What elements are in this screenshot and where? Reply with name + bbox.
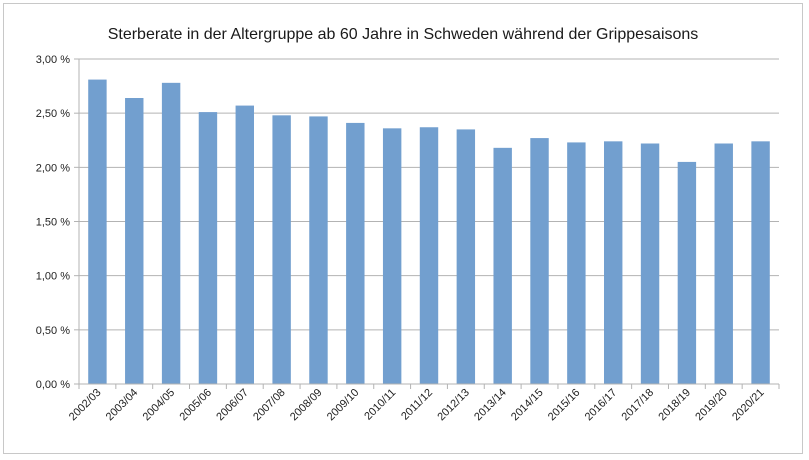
x-tick-label: 2004/05 <box>141 387 178 424</box>
x-axis-ticks: 2002/03 2003/04 2004/05 2005/06 2006/07 2007/… <box>67 384 780 424</box>
x-tick-label: 2007/08 <box>251 387 288 424</box>
x-tick-label: 2017/18 <box>620 387 657 424</box>
y-axis-ticks: 0,00 % 0,50 % 1,00 % 1,50 % 2,00 % 2,50 % 3,00… <box>36 54 79 391</box>
bar-2003-04 <box>125 98 144 384</box>
x-tick-label: 2013/14 <box>472 387 509 424</box>
bar-2016-17 <box>604 141 623 384</box>
bar-2013-14 <box>493 147 512 384</box>
x-tick-label: 2014/15 <box>509 387 546 424</box>
y-tick-label: 2,50 % <box>36 108 70 120</box>
x-tick-label: 2010/11 <box>362 387 398 423</box>
bar-2019-20 <box>714 143 733 384</box>
x-tick-label: 2003/04 <box>104 387 141 424</box>
bar-2017-18 <box>640 143 660 384</box>
bar-2018-19 <box>677 161 697 384</box>
bars <box>88 79 770 385</box>
x-tick-label: 2016/17 <box>583 387 620 424</box>
bar-2008-09 <box>309 116 328 385</box>
bar-2014-15 <box>530 138 549 384</box>
x-tick-label: 2011/12 <box>399 387 435 423</box>
bar-2002-03 <box>88 79 107 384</box>
bar-2012-13 <box>456 129 476 384</box>
bar-2007-08 <box>272 115 291 384</box>
bar-2004-05 <box>161 82 181 384</box>
x-tick-label: 2015/16 <box>546 387 583 424</box>
x-tick-label: 2009/10 <box>325 387 362 424</box>
y-tick-label: 2,00 % <box>36 162 70 174</box>
gridlines <box>79 58 779 331</box>
x-tick-label: 2005/06 <box>177 387 214 424</box>
bar-2005-06 <box>198 112 218 384</box>
x-tick-label: 2012/13 <box>435 387 472 424</box>
x-tick-label: 2006/07 <box>214 387 251 424</box>
x-tick-label: 2019/20 <box>693 387 730 424</box>
bar-2009-10 <box>346 122 365 385</box>
bar-2011-12 <box>419 127 439 384</box>
bar-2020-21 <box>751 141 770 384</box>
y-tick-label: 3,00 % <box>36 54 70 66</box>
y-tick-label: 1,00 % <box>36 271 70 283</box>
bar-2015-16 <box>567 142 586 384</box>
y-tick-label: 0,00 % <box>36 379 70 391</box>
y-tick-label: 0,50 % <box>36 325 70 337</box>
bar-2010-11 <box>382 128 402 384</box>
axes <box>78 59 779 385</box>
chart-title: Sterberate in der Altergruppe ab 60 Jahr… <box>108 26 699 43</box>
x-tick-label: 2008/09 <box>288 387 325 424</box>
y-tick-label: 1,50 % <box>36 217 70 229</box>
x-tick-label: 2002/03 <box>67 387 104 424</box>
x-tick-label: 2020/21 <box>730 387 767 424</box>
bar-2006-07 <box>235 105 254 384</box>
x-tick-label: 2018/19 <box>656 387 693 424</box>
